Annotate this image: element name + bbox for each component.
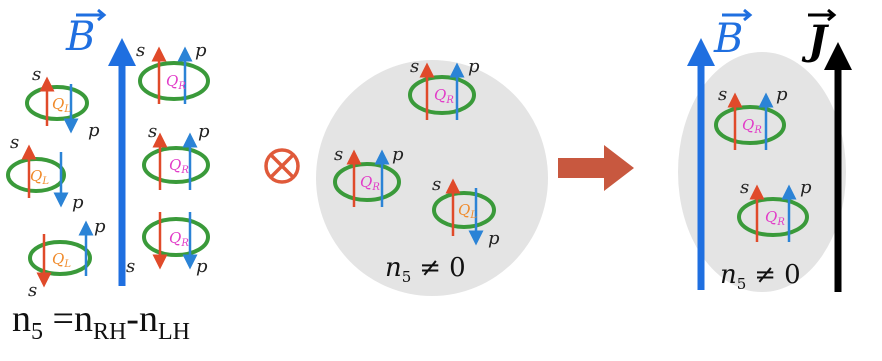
spin-label: s [10, 132, 19, 153]
magnetic-field-label: B [65, 14, 95, 60]
ring [408, 75, 476, 115]
magnetic-field-vector-hat [76, 8, 107, 22]
current-label: J [801, 17, 830, 64]
formula-equals: = [43, 298, 74, 340]
momentum-label: p [88, 120, 100, 141]
momentum-label: p [488, 228, 500, 249]
tensor-product-symbol [264, 148, 300, 184]
momentum-label: p [198, 121, 210, 142]
spin-label: s [136, 40, 145, 61]
magnetic-field-vector-hat-right [722, 8, 753, 22]
tensor-circle [264, 148, 300, 184]
spin-label: s [410, 56, 419, 77]
process-arrow [558, 145, 634, 191]
chirality-label-middle: n5 ≠ 0 [385, 253, 466, 286]
ring [333, 162, 401, 202]
charge-label: QR [360, 173, 380, 193]
momentum-label: p [195, 40, 207, 61]
blob-particle-qr-2: QR s p [333, 144, 404, 207]
spin-label: s [28, 280, 37, 301]
momentum-label: p [800, 177, 812, 198]
charge-label: QL [52, 250, 71, 270]
momentum-label: p [392, 144, 404, 165]
momentum-label: p [196, 256, 208, 277]
formula-minus: - [126, 298, 139, 340]
particle-qr-3: QR s p [126, 212, 210, 277]
charge-label: QR [169, 229, 189, 249]
tensor-cross [269, 153, 295, 179]
momentum-label: p [776, 84, 788, 105]
ring [714, 105, 786, 145]
ring [25, 85, 89, 121]
particle-ql-3: QL s p [28, 216, 106, 301]
charge-label: QR [169, 156, 189, 176]
ring [138, 61, 210, 101]
formula-n5-sub: 5 [31, 319, 43, 345]
spin-label: s [148, 121, 157, 142]
charge-label: QL [30, 167, 49, 187]
plasma-blob-right [678, 52, 846, 292]
particle-qr-1: QR s p [136, 40, 210, 104]
ring [142, 217, 210, 257]
ring [737, 197, 809, 237]
charge-label: QL [458, 201, 477, 221]
spin-label: s [126, 256, 135, 277]
right-particle-qr-1: QR s p [714, 84, 788, 150]
spin-label: s [740, 177, 749, 198]
formula-nlh-sub: LH [157, 319, 190, 345]
ring [432, 191, 496, 229]
charge-label: QR [742, 116, 762, 136]
chirality-label-right: n5 ≠ 0 [720, 260, 801, 293]
momentum-label: p [468, 56, 480, 77]
charge-label: QR [434, 86, 454, 106]
blob-particle-qr-1: QR s p [408, 56, 480, 120]
chirality-formula: n5 =nRH-nLH [12, 300, 190, 344]
charge-label: QR [765, 208, 785, 228]
blob-particle-ql-1: QL s p [432, 174, 500, 249]
spin-label: s [334, 144, 343, 165]
formula-nrh: n [73, 298, 93, 340]
current-vector-hat [808, 8, 837, 22]
particle-qr-2: QR s p [142, 121, 210, 190]
particle-ql-2: QL s p [6, 132, 84, 213]
particle-ql-1: QL s p [25, 64, 100, 141]
charge-label: QR [166, 72, 186, 92]
magnetic-field-label-right: B [713, 16, 743, 62]
momentum-label: p [94, 216, 106, 237]
ring [28, 240, 92, 276]
formula-nlh: n [138, 298, 158, 340]
momentum-label: p [72, 192, 84, 213]
plasma-blob-middle [316, 60, 548, 296]
charge-label: QL [52, 95, 71, 115]
spin-label: s [32, 64, 41, 85]
spin-label: s [432, 174, 441, 195]
formula-nrh-sub: RH [92, 319, 127, 345]
ring [142, 146, 210, 184]
right-particle-qr-2: QR s p [737, 177, 812, 242]
formula-n5: n [12, 298, 31, 340]
spin-label: s [718, 84, 727, 105]
